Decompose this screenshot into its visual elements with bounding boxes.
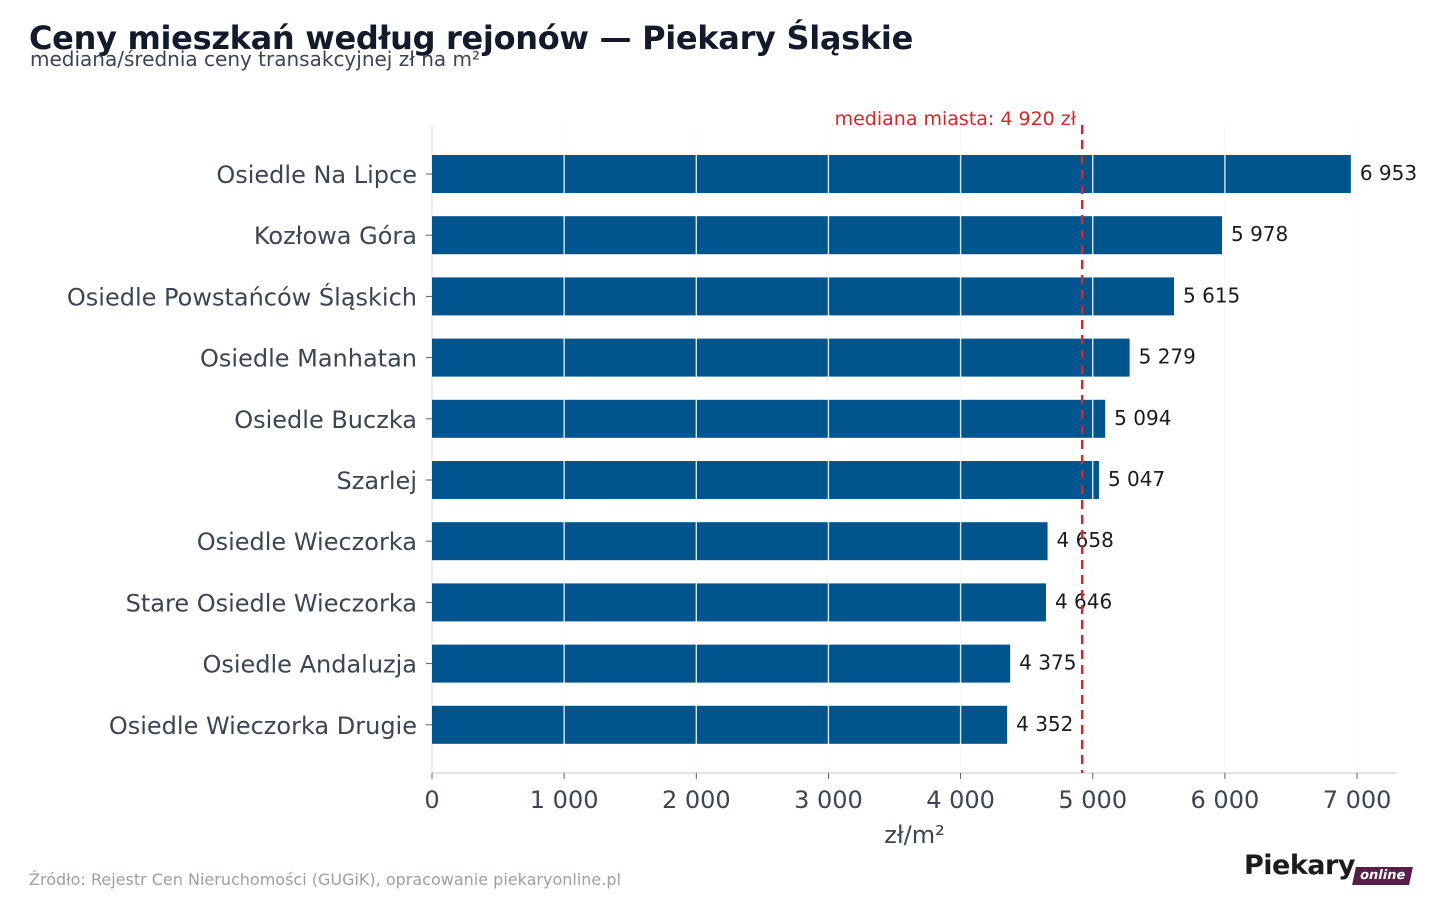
category-label-3: Osiedle Manhatan — [200, 345, 417, 373]
median-label: mediana miasta: 4 920 zł — [835, 108, 1077, 130]
category-label-1: Kozłowa Góra — [254, 222, 417, 250]
bar-1 — [432, 216, 1222, 255]
x-tick-label-3: 3 000 — [794, 786, 863, 814]
bar-8 — [432, 644, 1011, 683]
category-label-6: Osiedle Wieczorka — [197, 528, 417, 556]
value-label-7: 4 646 — [1055, 589, 1112, 613]
bar-9 — [432, 705, 1008, 744]
category-label-9: Osiedle Wieczorka Drugie — [109, 712, 417, 740]
bar-7 — [432, 583, 1046, 622]
category-label-2: Osiedle Powstańców Śląskich — [67, 281, 417, 311]
bar-0 — [432, 155, 1351, 193]
value-label-5: 5 047 — [1108, 467, 1165, 491]
x-tick-label-4: 4 000 — [926, 786, 995, 814]
bar-2 — [432, 277, 1175, 316]
category-label-8: Osiedle Andaluzja — [202, 651, 417, 679]
bar-4 — [432, 399, 1106, 438]
piekaryonline-logo: Piekary online — [1244, 850, 1414, 890]
x-tick-label-5: 5 000 — [1058, 786, 1127, 814]
bar-3 — [432, 338, 1130, 377]
x-tick-label-2: 2 000 — [662, 786, 731, 814]
chart-subtitle: mediana/średnia ceny transakcyjnej zł na… — [30, 47, 481, 71]
value-label-3: 5 279 — [1139, 345, 1196, 369]
bar-5 — [432, 461, 1099, 499]
value-label-1: 5 978 — [1231, 222, 1288, 246]
value-label-0: 6 953 — [1360, 161, 1417, 185]
category-label-4: Osiedle Buczka — [234, 406, 417, 434]
category-label-5: Szarlej — [336, 467, 417, 495]
x-tick-label-1: 1 000 — [530, 786, 599, 814]
x-tick-label-6: 6 000 — [1191, 786, 1260, 814]
value-label-8: 4 375 — [1019, 651, 1076, 675]
chart-title: Ceny mieszkań według rejonów — Piekary Ś… — [29, 19, 913, 57]
bar-6 — [432, 522, 1048, 561]
category-label-0: Osiedle Na Lipce — [216, 161, 417, 189]
source-note: Źródło: Rejestr Cen Nieruchomości (GUGiK… — [29, 870, 621, 889]
logo-wordmark: Piekary — [1244, 850, 1355, 881]
value-label-2: 5 615 — [1183, 283, 1240, 307]
category-label-7: Stare Osiedle Wieczorka — [126, 589, 417, 617]
x-axis-title: zł/m² — [884, 821, 945, 849]
x-tick-label-7: 7 000 — [1323, 786, 1392, 814]
x-tick-label-0: 0 — [424, 786, 439, 814]
value-label-6: 4 658 — [1057, 528, 1114, 552]
value-label-4: 5 094 — [1114, 406, 1171, 430]
value-label-9: 4 352 — [1016, 712, 1073, 736]
logo-tag: online — [1352, 867, 1414, 885]
